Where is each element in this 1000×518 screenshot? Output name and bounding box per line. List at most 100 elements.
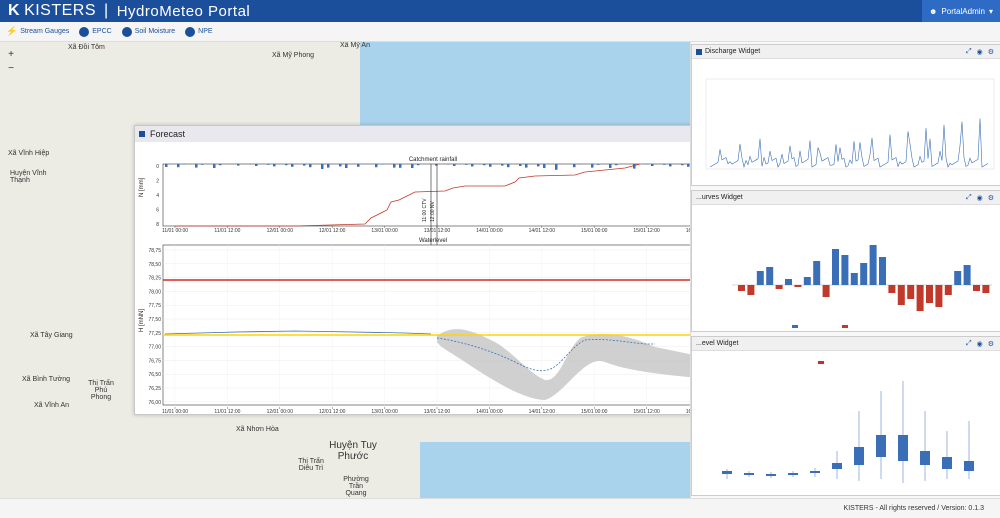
globe-icon (121, 26, 132, 37)
above-normal-bar (869, 245, 877, 285)
rain-bar (543, 164, 546, 168)
forecast-header: Forecast (135, 126, 729, 142)
tool-label: EPCC (92, 28, 112, 35)
eye-icon[interactable]: ◉ (976, 340, 983, 348)
brand-name: KISTERS (24, 2, 97, 19)
legend-icon (818, 361, 824, 364)
rain-bar (237, 164, 240, 166)
y-tick-label: 76,75 (148, 358, 161, 364)
user-menu[interactable]: ☻ PortalAdmin ▾ (922, 0, 1000, 22)
rain-bar (375, 164, 378, 168)
zoom-in-button[interactable]: + (8, 49, 14, 60)
bolt-icon: ⚡ (6, 26, 18, 36)
rain-bar (489, 164, 492, 167)
tool-label: Stream Gauges (20, 28, 70, 35)
above-normal-bar (756, 271, 764, 285)
x-tick-label: 15/01 12:00 (633, 228, 660, 234)
map-label: Huyện Vĩnh Thạnh (10, 170, 47, 184)
expand-icon[interactable]: ⤢ (966, 47, 972, 55)
level-chart-title: Waterlevel (419, 238, 447, 244)
x-tick-label: 13/01 00:00 (371, 409, 398, 415)
rain-bar (687, 164, 690, 167)
gear-icon[interactable]: ⚙ (987, 194, 994, 202)
rain-bar (615, 164, 618, 166)
rain-bar (669, 164, 672, 167)
brand: K KISTERS | HydroMeteo Portal (8, 2, 250, 20)
tool-epcc[interactable]: EPCC (79, 26, 112, 37)
y-tick-label: 2 (156, 179, 159, 185)
tool-stream-gauges[interactable]: ⚡ Stream Gauges (6, 26, 69, 37)
map-label: Huyện Tuy Phước (329, 440, 377, 462)
rain-bar (195, 164, 198, 168)
above-normal-bar (860, 263, 868, 285)
legend-above-icon (792, 325, 798, 328)
y-tick-label: 78,25 (148, 276, 161, 282)
y-tick-label: 78,75 (148, 248, 161, 254)
above-normal-bar (963, 265, 971, 285)
x-tick-label: 14/01 00:00 (476, 228, 503, 234)
below-normal-bar (916, 285, 924, 311)
y-tick-label: 76,00 (148, 400, 161, 406)
rain-x-axis: 11/01 00:00 11/01 12:00 12/01 00:00 12/01 1… (162, 226, 712, 234)
discharge-series (709, 118, 989, 169)
rain-bar (651, 164, 654, 166)
tool-soil-moisture[interactable]: Soil Moisture (121, 26, 175, 37)
window-icon (139, 131, 145, 137)
gear-icon[interactable]: ⚙ (987, 48, 994, 56)
y-tick-label: 77,00 (148, 345, 161, 351)
x-tick-label: 15/01 00:00 (581, 228, 608, 234)
below-normal-bar (888, 285, 896, 293)
above-normal-bar (832, 249, 839, 285)
footer-text: KISTERS - All rights reserved / Version:… (843, 505, 984, 512)
level-y-axis: 78,75 78,50 78,25 78,00 77,75 77,50 77,25 77,00… (148, 248, 161, 406)
rain-bar (507, 164, 510, 168)
above-normal-bar (766, 267, 774, 285)
rain-bar (597, 164, 600, 165)
rain-bar (309, 164, 312, 168)
forecast-line (436, 337, 655, 372)
discharge-chart (705, 78, 995, 170)
eye-icon[interactable]: ◉ (976, 194, 983, 202)
y-tick-label: 76,25 (148, 386, 161, 392)
boxplot-box (854, 447, 864, 465)
tool-npe[interactable]: NPE (185, 26, 213, 37)
rain-bar (501, 164, 504, 166)
rain-bar (267, 164, 270, 165)
rain-bar (321, 164, 324, 169)
below-normal-bar (747, 285, 755, 295)
expand-icon[interactable]: ⤢ (966, 339, 972, 347)
y-tick-label: 77,50 (148, 317, 161, 323)
map-label: Xã Vĩnh Hiệp (8, 150, 50, 157)
marker-label: 12:00 NV (430, 200, 436, 222)
boxplot-box (788, 473, 798, 475)
zoom-out-button[interactable]: − (8, 63, 14, 74)
anomaly-chart (732, 245, 992, 328)
rain-bar (525, 164, 528, 168)
x-tick-label: 14/01 12:00 (529, 409, 556, 415)
sea-area (420, 442, 690, 498)
expand-icon[interactable]: ⤢ (966, 193, 972, 201)
boxplot-box (832, 463, 842, 469)
rain-bar (393, 164, 396, 168)
eye-icon[interactable]: ◉ (976, 48, 983, 56)
rain-bar (471, 164, 474, 167)
below-normal-bar (982, 285, 990, 293)
brand-separator: | (104, 2, 109, 19)
y-tick-label: 78,50 (148, 262, 161, 268)
above-normal-bar (841, 255, 849, 285)
discharge-line (709, 118, 989, 169)
portal-title: HydroMeteo Portal (116, 2, 251, 20)
rain-bar (465, 164, 468, 165)
rain-bar (519, 164, 522, 166)
y-tick-label: 77,25 (148, 331, 161, 337)
rain-bar (219, 164, 222, 166)
below-normal-bar (944, 285, 952, 295)
gear-icon[interactable]: ⚙ (987, 340, 994, 348)
boxplot-box (876, 435, 886, 457)
globe-icon (79, 26, 90, 37)
boxplot-chart (722, 361, 974, 483)
rain-bar (411, 164, 414, 168)
discharge-widget: Discharge Widget ⤢ ◉ ⚙ (691, 44, 1000, 186)
x-tick-label: 11/01 12:00 (214, 409, 240, 415)
